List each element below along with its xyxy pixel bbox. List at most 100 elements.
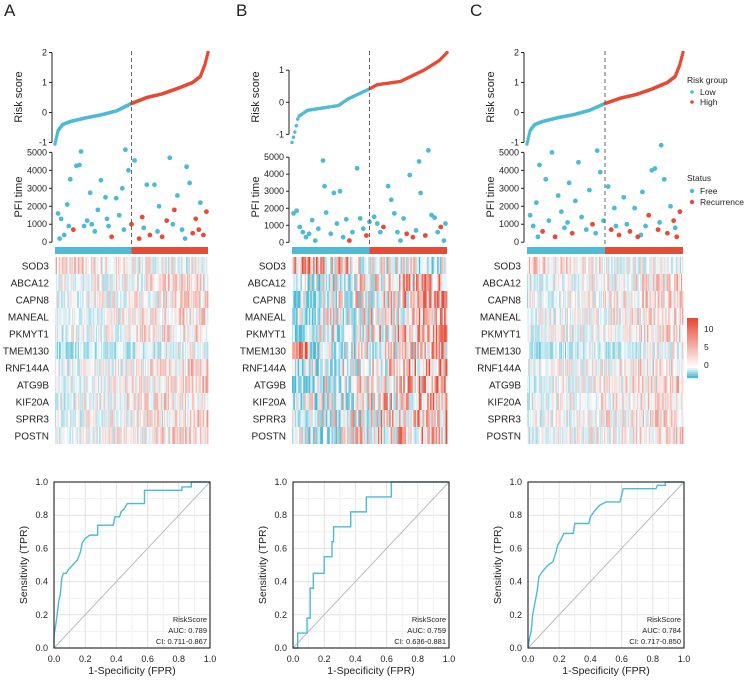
pfi-point-free: [659, 143, 664, 148]
risk-y-tick-label: 0: [514, 108, 519, 118]
pfi-point-recurrence: [196, 227, 201, 232]
roc-y-tick-label: 0.0: [274, 643, 287, 653]
gene-label: KIF20A: [16, 398, 50, 409]
pfi-point-free: [95, 207, 100, 212]
pfi-point-free: [62, 233, 67, 238]
pfi-y-tick-label: 2000: [27, 201, 47, 211]
pfi-point-recurrence: [665, 231, 670, 236]
roc-y-tick-label: 0.4: [35, 577, 48, 587]
pfi-point-recurrence: [590, 222, 595, 227]
roc-x-axis-title: 1-Specificity (FPR): [327, 665, 415, 676]
pfi-point-recurrence: [617, 233, 622, 238]
pfi-point-free: [338, 189, 343, 194]
pfi-point-free: [335, 221, 340, 226]
risk-score-point: [292, 136, 295, 139]
pfi-point-free: [59, 216, 64, 221]
risk-y-tick-label: -1: [276, 129, 284, 139]
pfi-point-recurrence: [553, 234, 558, 239]
pfi-point-free: [358, 216, 363, 221]
pfi-point-free: [82, 224, 87, 229]
pfi-point-free: [375, 221, 380, 226]
pfi-y-tick-label: 2000: [499, 201, 519, 211]
pfi-point-free: [300, 230, 305, 235]
heatmap-cell: [207, 308, 208, 325]
gene-label: ATG9B: [254, 381, 286, 392]
pfi-point-free: [398, 238, 403, 243]
gene-label: MANEAL: [245, 313, 287, 324]
roc-x-axis-title: 1-Specificity (FPR): [88, 665, 176, 676]
pfi-point-recurrence: [656, 227, 661, 232]
pfi-y-axis-title: PFI time: [13, 177, 25, 218]
heatmap-cell: [207, 376, 208, 393]
pfi-y-tick-label: 3000: [27, 183, 47, 193]
risk-score-point: [293, 130, 296, 133]
roc-x-tick-label: 0.4: [110, 654, 123, 664]
pfi-point-free: [565, 220, 570, 225]
pfi-point-free: [294, 208, 299, 213]
risk-y-tick-label: 0: [42, 108, 47, 118]
roc-x-tick-label: 1.0: [443, 654, 456, 664]
pfi-y-tick-label: 3000: [499, 183, 519, 193]
pfi-point-free: [183, 236, 188, 241]
pfi-point-free: [65, 202, 70, 207]
heatmap-cell: [682, 257, 683, 274]
pfi-y-tick-label: 0: [279, 237, 284, 247]
pfi-point-free: [621, 195, 626, 200]
roc-x-tick-label: 0.2: [79, 654, 92, 664]
roc-x-tick-label: 0.8: [173, 654, 186, 664]
pfi-point-recurrence: [164, 218, 169, 223]
gene-label: SOD3: [22, 262, 50, 273]
pfi-point-free: [653, 166, 658, 171]
pfi-point-recurrence: [423, 233, 428, 238]
heatmap-cell: [207, 342, 208, 359]
pfi-point-recurrence: [381, 225, 386, 230]
pfi-point-free: [85, 218, 90, 223]
risk-group-bar-high: [132, 247, 209, 254]
pfi-point-free: [546, 218, 551, 223]
heatmap-cell: [682, 308, 683, 325]
pfi-point-free: [426, 148, 431, 153]
pfi-point-free: [89, 222, 94, 227]
pfi-point-recurrence: [137, 236, 142, 241]
pfi-y-axis-title: PFI time: [250, 177, 262, 218]
pfi-point-free: [328, 231, 333, 236]
heatmap-cell: [446, 393, 448, 410]
pfi-point-free: [531, 224, 536, 229]
pfi-point-free: [442, 238, 447, 243]
pfi-y-tick-label: 5000: [264, 152, 284, 162]
pfi-point-recurrence: [364, 233, 369, 238]
pfi-point-free: [662, 177, 667, 182]
pfi-point-free: [389, 197, 394, 202]
pfi-y-tick-label: 1000: [27, 219, 47, 229]
gene-label: SPRR3: [253, 415, 287, 426]
pfi-point-free: [121, 227, 126, 232]
gene-label: PKMYT1: [9, 330, 49, 341]
gene-label: SOD3: [259, 262, 287, 273]
risk-y-tick-label: 2: [42, 48, 47, 58]
panel-letter-C: C: [470, 1, 482, 20]
heatmap-cell: [682, 342, 683, 359]
roc-y-tick-label: 0.8: [35, 510, 48, 520]
pfi-point-free: [534, 200, 539, 205]
pfi-point-free: [114, 196, 119, 201]
heatmap-cell: [207, 427, 208, 444]
pfi-point-free: [443, 221, 448, 226]
gene-label: MANEAL: [480, 313, 522, 324]
gene-label: SOD3: [494, 262, 522, 273]
risk-score-point: [206, 51, 209, 54]
pfi-point-free: [105, 216, 110, 221]
roc-x-tick-label: 1.0: [204, 654, 217, 664]
pfi-point-free: [543, 177, 548, 182]
heatmap-cell: [682, 291, 683, 308]
pfi-point-free: [573, 198, 578, 203]
pfi-point-free: [587, 188, 592, 193]
pfi-point-recurrence: [540, 229, 545, 234]
pfi-point-recurrence: [609, 227, 614, 232]
pfi-point-recurrence: [674, 234, 679, 239]
roc-y-tick-label: 0.2: [35, 610, 48, 620]
heatmap-cell: [446, 376, 448, 393]
pfi-point-free: [68, 177, 73, 182]
pfi-point-recurrence: [671, 218, 676, 223]
gene-label: ABCA12: [483, 279, 522, 290]
